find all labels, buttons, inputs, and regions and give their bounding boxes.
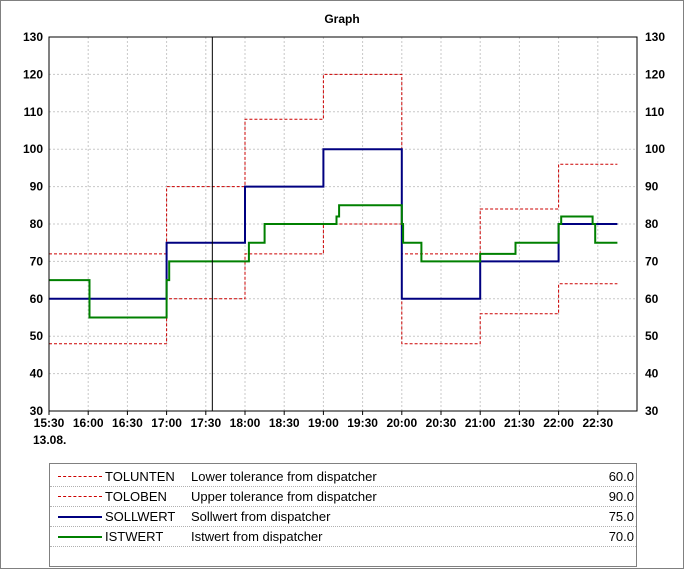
y-axis-right: 30 40 50 60 70 80 90 100 110 120 130 xyxy=(645,30,665,418)
legend-row-separator xyxy=(50,506,636,507)
legend-series-value: 75.0 xyxy=(608,509,634,524)
x-tick-label: 15:30 xyxy=(34,416,65,430)
y-tick-label-right: 60 xyxy=(645,292,659,306)
x-tick-label: 17:00 xyxy=(151,416,182,430)
y-tick-label-left: 50 xyxy=(30,329,44,343)
x-axis: 15:30 16:00 16:30 17:00 17:30 18:00 18:30 19:00… xyxy=(34,411,613,430)
y-tick-label-left: 60 xyxy=(30,292,44,306)
legend-line-sample xyxy=(58,476,102,477)
x-tick-label: 19:00 xyxy=(308,416,339,430)
legend: TOLUNTEN Lower tolerance from dispatcher 6… xyxy=(49,463,637,567)
legend-line-sample xyxy=(58,536,102,538)
legend-series-value: 70.0 xyxy=(608,529,634,544)
legend-row-separator xyxy=(50,486,636,487)
chart-title: Graph xyxy=(324,12,359,26)
legend-row-sollwert[interactable]: SOLLWERT Sollwert from dispatcher 75.0 xyxy=(50,507,636,527)
legend-row-toloben[interactable]: TOLOBEN Upper tolerance from dispatcher 90… xyxy=(50,487,636,507)
y-tick-label-right: 130 xyxy=(645,30,665,44)
x-axis-date-label: 13.08. xyxy=(33,433,66,447)
y-tick-label-right: 80 xyxy=(645,217,659,231)
legend-series-code: SOLLWERT xyxy=(105,509,176,524)
legend-series-code: TOLUNTEN xyxy=(105,469,175,484)
legend-series-value: 60.0 xyxy=(608,469,634,484)
legend-series-description: Istwert from dispatcher xyxy=(191,529,323,544)
y-tick-label-right: 110 xyxy=(645,105,665,119)
y-tick-label-left: 70 xyxy=(30,254,44,268)
y-tick-label-right: 70 xyxy=(645,254,659,268)
legend-series-description: Upper tolerance from dispatcher xyxy=(191,489,377,504)
series-line-sollwert xyxy=(49,148,618,300)
legend-row-istwert[interactable]: ISTWERT Istwert from dispatcher 70.0 xyxy=(50,527,636,547)
y-tick-label-left: 110 xyxy=(24,105,44,119)
graph-chart: Graph 30 40 50 60 70 80 90 100 110 120 130 30 40 50 6… xyxy=(23,12,665,447)
y-tick-label-left: 100 xyxy=(23,142,43,156)
y-tick-label-right: 50 xyxy=(645,329,659,343)
y-tick-label-left: 80 xyxy=(30,217,44,231)
plot-area xyxy=(48,36,638,412)
y-tick-label-left: 30 xyxy=(30,404,44,418)
y-tick-label-left: 40 xyxy=(30,367,44,381)
series-line-toloben xyxy=(49,73,618,255)
x-tick-label: 22:00 xyxy=(543,416,574,430)
x-tick-label: 18:30 xyxy=(269,416,300,430)
series-line-tolunten xyxy=(49,223,618,345)
legend-series-description: Sollwert from dispatcher xyxy=(191,509,331,524)
x-tick-label: 19:30 xyxy=(347,416,378,430)
y-tick-label-left: 120 xyxy=(23,67,43,81)
y-tick-label-right: 30 xyxy=(645,404,659,418)
y-tick-label-left: 90 xyxy=(30,180,44,194)
legend-line-sample xyxy=(58,496,102,497)
y-axis-left: 30 40 50 60 70 80 90 100 110 120 130 xyxy=(23,30,43,418)
x-tick-label: 22:30 xyxy=(582,416,613,430)
x-tick-label: 20:30 xyxy=(426,416,457,430)
legend-series-code: TOLOBEN xyxy=(105,489,167,504)
x-tick-label: 16:30 xyxy=(112,416,143,430)
y-tick-label-right: 100 xyxy=(645,142,665,156)
legend-series-value: 90.0 xyxy=(608,489,634,504)
legend-row-separator xyxy=(50,546,636,547)
series-line-istwert xyxy=(49,204,618,319)
legend-row-separator xyxy=(50,526,636,527)
x-tick-label: 17:30 xyxy=(190,416,221,430)
x-tick-label: 21:00 xyxy=(465,416,496,430)
series-lines xyxy=(49,73,618,345)
x-tick-label: 21:30 xyxy=(504,416,535,430)
x-tick-label: 18:00 xyxy=(230,416,261,430)
x-tick-label: 20:00 xyxy=(386,416,417,430)
legend-line-sample xyxy=(58,516,102,518)
x-tick-label: 16:00 xyxy=(73,416,104,430)
y-tick-label-right: 40 xyxy=(645,367,659,381)
legend-series-description: Lower tolerance from dispatcher xyxy=(191,469,377,484)
y-tick-label-right: 90 xyxy=(645,180,659,194)
y-tick-label-left: 130 xyxy=(23,30,43,44)
legend-row-tolunten[interactable]: TOLUNTEN Lower tolerance from dispatcher 6… xyxy=(50,467,636,487)
legend-series-code: ISTWERT xyxy=(105,529,164,544)
grid-lines xyxy=(49,37,637,411)
y-tick-label-right: 120 xyxy=(645,67,665,81)
